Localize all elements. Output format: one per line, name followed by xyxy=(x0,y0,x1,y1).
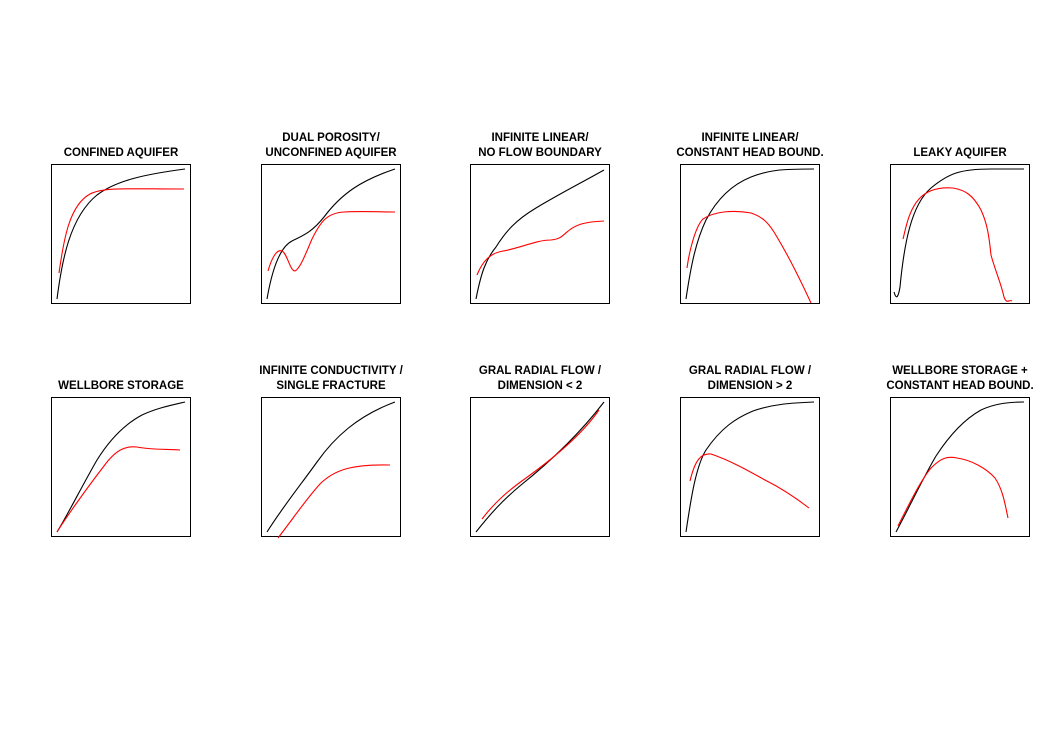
derivative-curve xyxy=(476,220,605,276)
panel-title-line: LEAKY AQUIFER xyxy=(913,147,1007,159)
panel-title: INFINITE CONDUCTIVITY / SINGLE FRACTURE xyxy=(221,364,441,394)
panel-title-line: DIMENSION > 2 xyxy=(707,380,793,392)
plot-svg xyxy=(685,168,815,304)
plot-box xyxy=(51,164,191,304)
panel-title-line: WELLBORE STORAGE xyxy=(58,380,184,392)
panel-title-line: UNCONFINED AQUIFER xyxy=(265,147,397,159)
derivative-curve xyxy=(481,409,600,520)
plot-box xyxy=(51,397,191,537)
plot-svg xyxy=(266,168,396,300)
panel-title: WELLBORE STORAGE + CONSTANT HEAD BOUND. xyxy=(850,364,1053,394)
pressure-curve xyxy=(266,401,396,533)
panel-title: DUAL POROSITY/UNCONFINED AQUIFER xyxy=(221,131,441,161)
panel-title-line: SINGLE FRACTURE xyxy=(276,380,386,392)
plot-svg xyxy=(475,169,605,300)
pressure-curve xyxy=(685,168,815,300)
plot-svg xyxy=(893,168,1024,302)
panel-title: LEAKY AQUIFER xyxy=(850,146,1053,161)
panel-title: INFINITE LINEAR/NO FLOW BOUNDARY xyxy=(430,131,650,161)
panel-title-line: DUAL POROSITY/ xyxy=(282,132,380,144)
panel-title-line: CONFINED AQUIFER xyxy=(63,147,179,159)
pressure-curve xyxy=(475,401,605,533)
panel-title-line: INFINITE CONDUCTIVITY / xyxy=(259,365,403,377)
plot-box xyxy=(470,164,610,304)
panel-title-line: CONSTANT HEAD BOUND. xyxy=(886,380,1034,392)
plot-box xyxy=(890,164,1030,304)
pressure-curve xyxy=(56,168,186,300)
plot-box xyxy=(261,164,401,304)
derivative-curve xyxy=(277,464,391,539)
plot-svg xyxy=(56,168,186,300)
derivative-curve xyxy=(902,187,1013,302)
panel-title-line: INFINITE LINEAR/ xyxy=(701,132,799,144)
plot-box xyxy=(680,397,820,537)
derivative-curve xyxy=(897,456,1009,527)
plot-box xyxy=(261,397,401,539)
panel-title: INFINITE LINEAR/CONSTANT HEAD BOUND. xyxy=(640,131,860,161)
plot-box xyxy=(890,397,1030,537)
panel-title-line: WELLBORE STORAGE + xyxy=(892,365,1028,377)
pressure-curve xyxy=(893,168,1024,298)
panel-title: GRAL RADIAL FLOW / DIMENSION > 2 xyxy=(640,364,860,394)
derivative-curve xyxy=(267,211,396,272)
panel-title-line: INFINITE LINEAR/ xyxy=(491,132,589,144)
panel-title-line: CONSTANT HEAD BOUND. xyxy=(676,147,824,159)
derivative-curve xyxy=(56,446,181,533)
plot-svg xyxy=(685,401,815,533)
pressure-curve xyxy=(895,401,1025,533)
plot-svg xyxy=(895,401,1025,533)
pressure-curve xyxy=(266,168,396,300)
derivative-curve xyxy=(689,453,810,509)
panel-title: CONFINED AQUIFER xyxy=(11,146,231,161)
derivative-curve xyxy=(686,210,812,304)
panel-title-line: DIMENSION < 2 xyxy=(497,380,583,392)
plot-svg xyxy=(56,401,186,533)
plot-svg xyxy=(475,401,605,533)
pressure-curve xyxy=(475,169,605,300)
plot-box xyxy=(470,397,610,537)
pressure-curve xyxy=(56,401,186,533)
derivative-curve xyxy=(58,188,185,274)
plot-svg xyxy=(266,401,396,539)
plot-box xyxy=(680,164,820,304)
panel-title-line: GRAL RADIAL FLOW / xyxy=(478,365,602,377)
pressure-curve xyxy=(685,401,815,533)
panel-title: GRAL RADIAL FLOW / DIMENSION < 2 xyxy=(430,364,650,394)
panel-title: WELLBORE STORAGE xyxy=(11,379,231,394)
panel-title-line: NO FLOW BOUNDARY xyxy=(478,147,602,159)
panel-title-line: GRAL RADIAL FLOW / xyxy=(688,365,812,377)
